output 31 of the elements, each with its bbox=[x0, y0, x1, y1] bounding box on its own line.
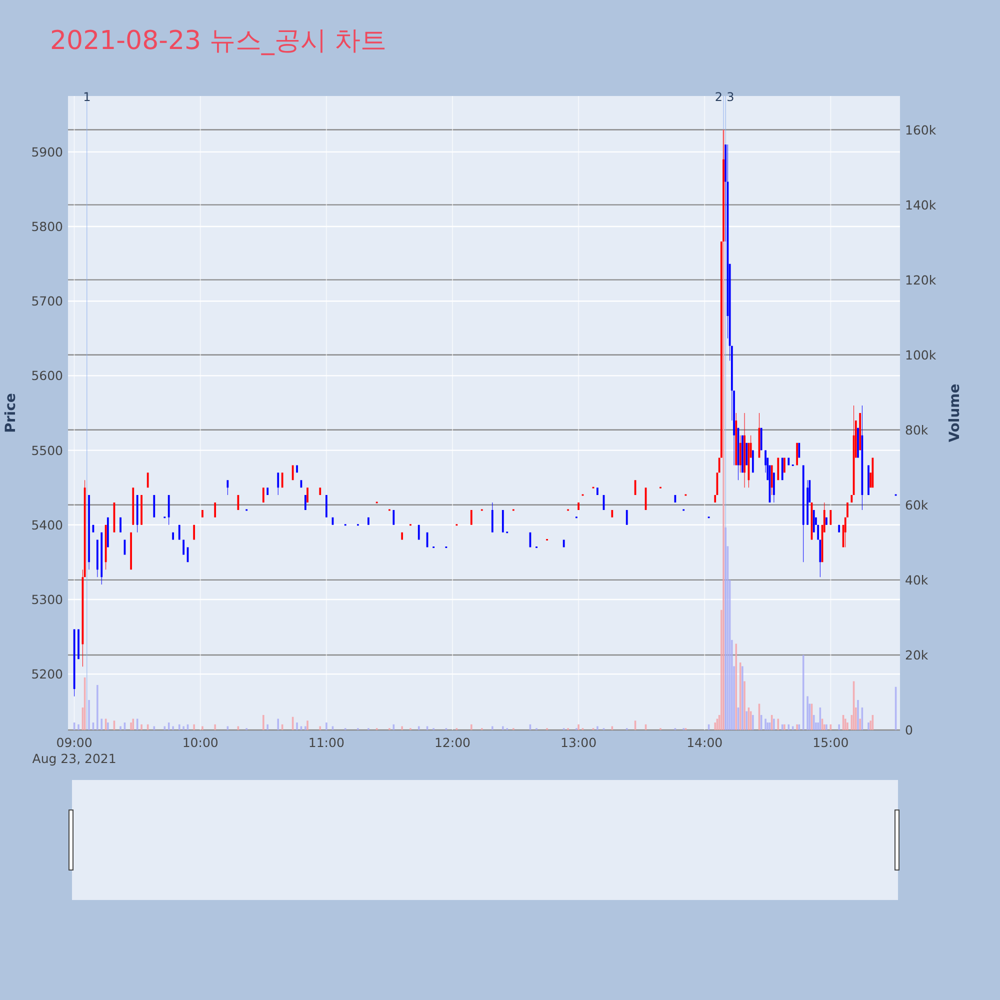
y2-tick-label: 160k bbox=[905, 122, 937, 138]
y2-tick-label: 120k bbox=[905, 272, 937, 288]
x-tick-label: 11:00 bbox=[308, 735, 344, 750]
x-tick-label: 10:00 bbox=[182, 735, 218, 750]
y-tick-label: 5500 bbox=[31, 442, 64, 458]
y2-axis-title: Volume bbox=[947, 384, 963, 442]
y-tick-label: 5600 bbox=[31, 368, 64, 384]
y-tick-label: 5900 bbox=[31, 144, 64, 160]
text: Aug 23, 2021 bbox=[32, 751, 116, 766]
y2-tick-label: 20k bbox=[905, 647, 929, 662]
y-tick-label: 5300 bbox=[31, 592, 64, 607]
x-tick-label: 09:00 bbox=[56, 735, 92, 750]
y-tick-label: 5200 bbox=[31, 666, 64, 682]
x-tick-label: 12:00 bbox=[434, 735, 471, 750]
y2-tick-label: 60k bbox=[905, 497, 929, 512]
ref-line-label: 2 bbox=[714, 90, 723, 104]
y-tick-label: 5800 bbox=[31, 219, 64, 234]
y-axis-title: Price bbox=[3, 393, 19, 433]
y-tick-label: 5700 bbox=[31, 294, 64, 309]
x-tick-label: 15:00 bbox=[812, 735, 849, 750]
y2-tick-label: 100k bbox=[905, 347, 937, 362]
chart-title: 2021-08-23 뉴스_공시 차트 bbox=[50, 26, 387, 56]
y2-tick-label: 40k bbox=[905, 572, 929, 588]
x-tick-label: 13:00 bbox=[560, 735, 597, 750]
ref-line-label: 3 bbox=[726, 90, 734, 104]
x-tick-label: 14:00 bbox=[686, 735, 723, 750]
y-tick-label: 5400 bbox=[31, 517, 64, 532]
ref-line-label: 1 bbox=[83, 90, 91, 104]
y2-tick-label: 0 bbox=[905, 722, 913, 738]
y2-tick-label: 80k bbox=[905, 422, 929, 438]
y2-tick-label: 140k bbox=[905, 197, 937, 212]
